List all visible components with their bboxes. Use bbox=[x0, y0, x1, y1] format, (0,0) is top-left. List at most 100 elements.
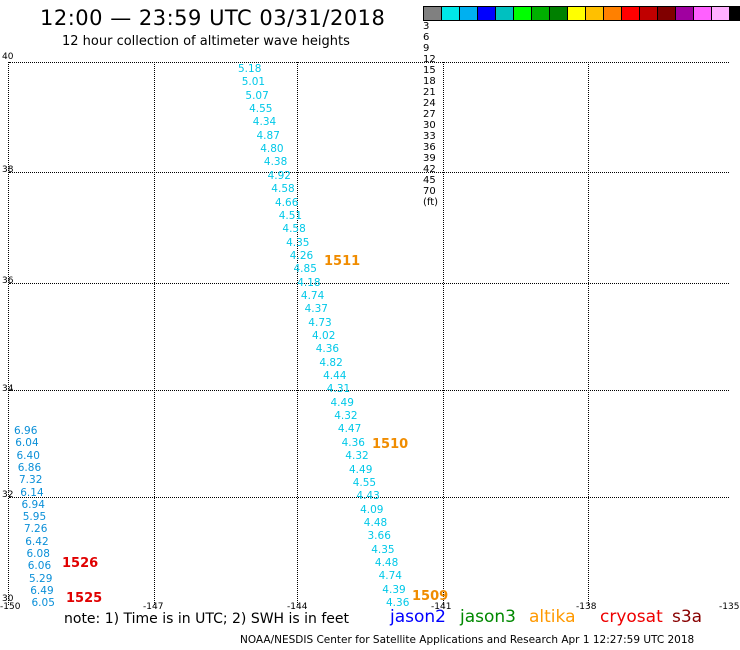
color-swatch bbox=[585, 6, 604, 21]
wave-height-value: 6.06 bbox=[27, 560, 52, 573]
color-scale-label: 70 bbox=[423, 186, 436, 197]
color-scale-label: 42 bbox=[423, 164, 436, 175]
latitude-gridline bbox=[9, 172, 729, 173]
color-scale-label: 45 bbox=[423, 175, 436, 186]
latitude-label: 40 bbox=[2, 52, 14, 62]
color-swatch bbox=[621, 6, 640, 21]
pass-number-label: 1526 bbox=[62, 556, 99, 571]
wave-height-value: 7.32 bbox=[19, 474, 43, 487]
color-scale-label: 12 bbox=[423, 54, 436, 65]
wave-height-value: 4.82 bbox=[319, 356, 343, 369]
color-scale-legend bbox=[423, 6, 740, 21]
wave-height-value: 6.08 bbox=[26, 548, 50, 560]
credit-footer: NOAA/NESDIS Center for Satellite Applica… bbox=[240, 634, 695, 646]
wave-height-value: 5.29 bbox=[29, 572, 53, 585]
wave-height-value: 7.26 bbox=[24, 523, 48, 536]
color-scale-label: 39 bbox=[423, 153, 436, 164]
wave-height-value: 6.05 bbox=[31, 597, 55, 610]
map-subtitle: 12 hour collection of altimeter wave hei… bbox=[62, 34, 350, 49]
wave-height-value: 6.04 bbox=[15, 437, 39, 450]
color-swatch bbox=[675, 6, 694, 21]
wave-height-value: 4.35 bbox=[371, 543, 395, 556]
color-scale-label: 21 bbox=[423, 87, 436, 98]
longitude-label: -147 bbox=[143, 602, 164, 612]
wave-height-value: 4.55 bbox=[249, 103, 273, 116]
color-swatch bbox=[603, 6, 622, 21]
color-scale-label: (ft) bbox=[423, 197, 439, 208]
wave-height-value: 4.43 bbox=[356, 490, 380, 503]
latitude-gridline bbox=[9, 283, 729, 284]
wave-height-value: 6.42 bbox=[25, 535, 49, 548]
wave-height-value: 4.37 bbox=[304, 303, 328, 316]
wave-height-value: 4.51 bbox=[278, 209, 303, 222]
wave-height-value: 4.31 bbox=[326, 383, 351, 396]
color-scale-label: 15 bbox=[423, 65, 436, 76]
color-swatch bbox=[459, 6, 478, 21]
color-swatch bbox=[549, 6, 568, 21]
latitude-label: 36 bbox=[2, 276, 14, 286]
wave-height-value: 5.95 bbox=[22, 511, 47, 524]
wave-height-value: 4.36 bbox=[341, 436, 365, 449]
longitude-gridline bbox=[443, 62, 444, 605]
color-scale-label: 6 bbox=[423, 32, 430, 43]
latitude-label: 30 bbox=[2, 594, 14, 604]
color-swatch bbox=[441, 6, 460, 21]
wave-height-value: 4.58 bbox=[282, 223, 306, 236]
color-scale-label: 24 bbox=[423, 98, 436, 109]
color-swatch bbox=[657, 6, 676, 21]
wave-height-value: 4.18 bbox=[297, 276, 321, 289]
wave-height-value: 4.44 bbox=[323, 370, 347, 383]
color-swatch bbox=[477, 6, 496, 21]
longitude-gridline bbox=[297, 62, 298, 605]
longitude-gridline bbox=[154, 62, 155, 605]
wave-height-value: 4.39 bbox=[382, 583, 406, 596]
longitude-label: -150 bbox=[0, 602, 21, 612]
wave-height-value: 4.58 bbox=[271, 183, 295, 196]
latitude-label: 34 bbox=[2, 384, 14, 394]
wave-height-value: 4.36 bbox=[386, 597, 410, 609]
wave-height-value: 4.80 bbox=[260, 143, 284, 156]
color-swatch bbox=[423, 6, 442, 21]
pass-number-label: 1525 bbox=[66, 591, 103, 606]
wave-height-value: 4.55 bbox=[352, 476, 377, 489]
satellite-name-altika: altika bbox=[529, 607, 576, 627]
wave-height-value: 4.66 bbox=[275, 196, 299, 209]
wave-height-value: 4.49 bbox=[349, 463, 373, 476]
longitude-label: -138 bbox=[576, 602, 597, 612]
satellite-name-jason2: jason2 bbox=[390, 607, 446, 627]
color-swatch bbox=[729, 6, 740, 21]
color-swatch bbox=[711, 6, 730, 21]
longitude-label: -135 bbox=[719, 602, 740, 612]
latitude-gridline bbox=[9, 390, 729, 391]
color-scale-label: 18 bbox=[423, 76, 436, 87]
latitude-gridline bbox=[9, 497, 729, 498]
color-scale-label: 36 bbox=[423, 142, 436, 153]
map-title: 12:00 — 23:59 UTC 03/31/2018 bbox=[40, 6, 386, 30]
wave-height-value: 4.85 bbox=[293, 263, 317, 276]
latitude-label: 38 bbox=[2, 165, 14, 175]
pass-number-label: 1511 bbox=[324, 254, 361, 269]
wave-height-value: 4.74 bbox=[300, 289, 325, 302]
color-swatch bbox=[567, 6, 586, 21]
wave-height-value: 6.40 bbox=[16, 449, 40, 462]
color-swatch bbox=[531, 6, 550, 21]
wave-height-value: 4.49 bbox=[330, 396, 354, 409]
map-left-border bbox=[8, 62, 9, 605]
longitude-label: -144 bbox=[287, 602, 308, 612]
color-scale-label: 27 bbox=[423, 109, 436, 120]
wave-height-value: 6.94 bbox=[21, 498, 45, 511]
wave-height-value: 6.86 bbox=[17, 461, 42, 474]
wave-height-value: 3.66 bbox=[367, 530, 391, 543]
wave-height-value: 4.36 bbox=[315, 343, 340, 356]
pass-number-label: 1509 bbox=[412, 589, 449, 604]
longitude-gridline bbox=[588, 62, 589, 605]
color-swatch bbox=[513, 6, 532, 21]
satellite-name-s3a: s3a bbox=[672, 607, 703, 627]
wave-height-value: 4.32 bbox=[334, 410, 358, 423]
units-note: note: 1) Time is in UTC; 2) SWH is in fe… bbox=[64, 611, 350, 627]
wave-height-value: 4.02 bbox=[312, 330, 336, 342]
wave-height-value: 4.26 bbox=[289, 249, 314, 262]
pass-number-label: 1510 bbox=[372, 437, 409, 452]
satellite-name-cryosat: cryosat bbox=[600, 607, 663, 627]
